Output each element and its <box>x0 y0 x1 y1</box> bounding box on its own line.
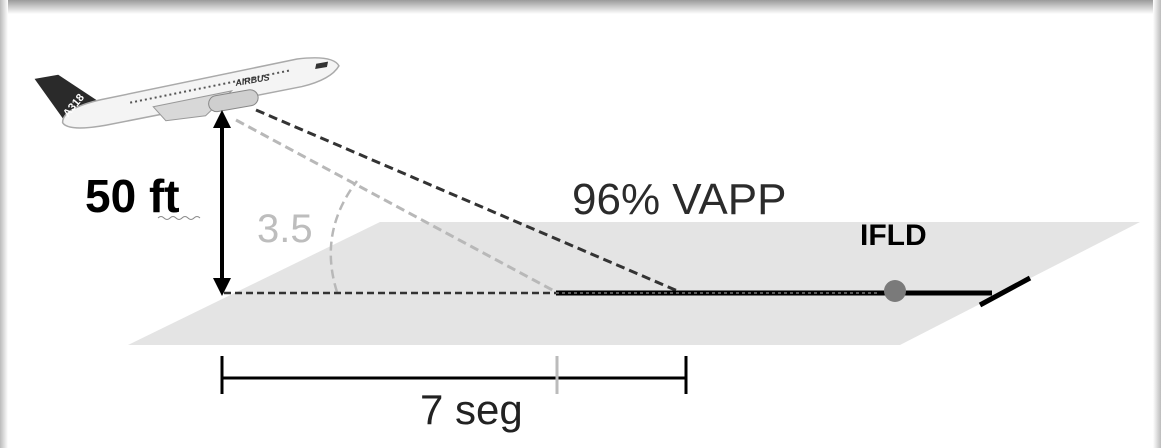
arrow-head <box>213 278 231 296</box>
cockpit <box>315 61 329 70</box>
speed-label: 96% VAPP <box>572 175 786 224</box>
arrow-head <box>213 110 231 128</box>
angle-label: 3.5 <box>257 207 313 251</box>
ifld-label: IFLD <box>860 219 927 252</box>
height-label: 50 ft <box>85 170 180 222</box>
approach-path <box>255 108 681 294</box>
spell-underline <box>157 216 201 220</box>
runway-end <box>978 275 1032 308</box>
glide-path <box>235 118 557 294</box>
engine <box>208 89 259 113</box>
ground-plane <box>128 222 1140 345</box>
angle-arc <box>329 180 358 293</box>
frame-shadow <box>1153 0 1161 448</box>
fuselage <box>61 57 340 129</box>
frame-shadow <box>0 0 1161 14</box>
windows <box>129 69 290 104</box>
duration-label: 7 seg <box>420 386 523 433</box>
frame-shadow <box>0 0 8 448</box>
ifld-point <box>884 280 906 302</box>
airplane: A318 AIRBUS <box>34 57 340 129</box>
